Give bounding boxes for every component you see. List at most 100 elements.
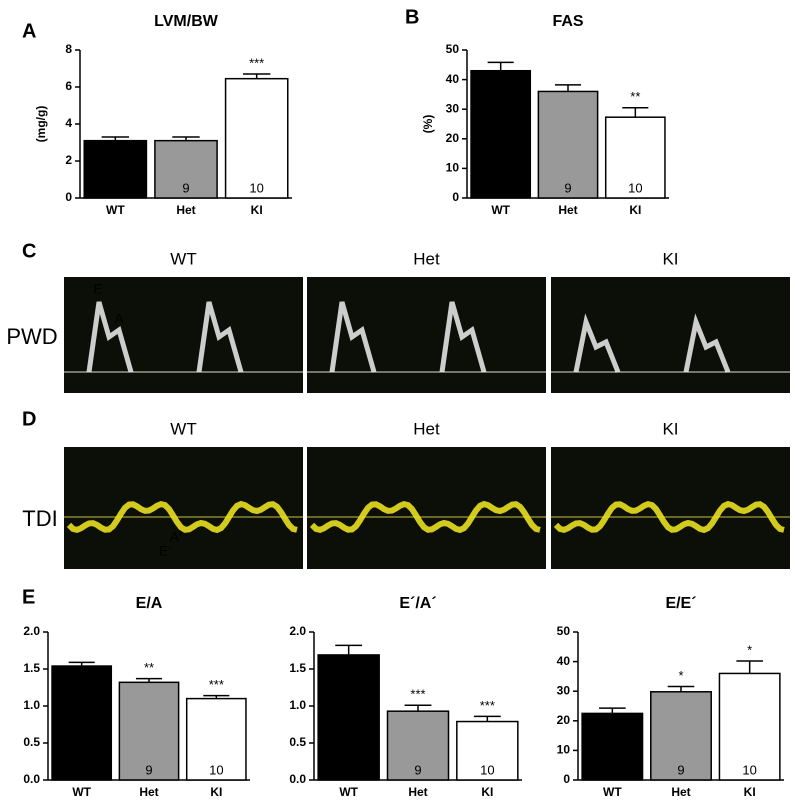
x-tick-label: KI [251, 203, 263, 217]
chart-title: E/E´ [665, 595, 696, 612]
n-label: 9 [609, 762, 616, 777]
x-tick-label: Het [671, 785, 690, 799]
bar [185, 697, 247, 781]
x-tick-label: Het [408, 785, 427, 799]
panel-letter: E [22, 586, 35, 608]
bar [317, 654, 380, 781]
peak-label: E‘ [159, 543, 171, 559]
error-bar [554, 84, 582, 92]
bar [604, 116, 666, 199]
x-tick-label: Het [558, 203, 577, 217]
y-tick-label: 2 [65, 153, 72, 167]
column-label: WT [170, 249, 196, 268]
error-bar [622, 106, 649, 118]
y-tick-label: 0 [452, 190, 459, 204]
panel-letter: A [22, 20, 36, 42]
panel-letter: D [22, 408, 36, 430]
n-label: 10 [480, 762, 494, 777]
n-label: 10 [742, 762, 756, 777]
chart-title: E´/A´ [399, 595, 436, 612]
x-tick-label: WT [106, 203, 125, 217]
significance: * [747, 642, 752, 657]
bar [224, 77, 289, 199]
row-label: PWD [6, 324, 57, 349]
error-bar [203, 694, 230, 699]
y-tick-label: 30 [557, 683, 571, 697]
y-axis-label: (mg/g) [34, 106, 48, 143]
y-tick-label: 0.0 [23, 772, 40, 786]
x-tick-label: WT [339, 785, 358, 799]
y-tick-label: 0 [563, 772, 570, 786]
peak-label: A [114, 311, 124, 327]
error-bar [667, 685, 695, 692]
n-label: 9 [78, 762, 85, 777]
n-label: 10 [249, 180, 263, 195]
column-label: Het [413, 249, 440, 268]
tissue-wave [309, 500, 541, 534]
significance: *** [209, 677, 224, 692]
error-bar [242, 73, 271, 79]
peak-label: E [93, 281, 102, 297]
error-bar [487, 61, 514, 71]
error-bar [736, 660, 763, 674]
error-bar [101, 136, 130, 141]
peak-label: A‘ [170, 529, 182, 545]
y-tick-label: 2.0 [23, 624, 40, 638]
error-bar [135, 677, 163, 683]
y-tick-label: 50 [557, 624, 571, 638]
significance: *** [249, 55, 264, 70]
column-label: KI [662, 249, 678, 268]
column-label: KI [662, 419, 678, 438]
x-tick-label: Het [176, 203, 195, 217]
y-tick-label: 1.5 [289, 661, 306, 675]
error-bar [473, 715, 501, 722]
x-tick-label: WT [72, 785, 91, 799]
y-tick-label: 6 [65, 79, 72, 93]
bar [51, 665, 113, 781]
bar [386, 710, 450, 781]
panel-letter: C [22, 240, 36, 262]
column-label: Het [413, 419, 440, 438]
significance: *** [480, 698, 495, 713]
x-tick-label: KI [744, 785, 756, 799]
x-tick-label: WT [603, 785, 622, 799]
y-tick-label: 50 [446, 42, 460, 56]
y-axis-label: (%) [421, 115, 435, 134]
error-bar [68, 661, 95, 667]
x-tick-label: WT [491, 203, 510, 217]
n-label: 9 [112, 180, 119, 195]
y-tick-label: 1.5 [23, 661, 40, 675]
significance: *** [410, 687, 425, 702]
y-tick-label: 20 [446, 131, 460, 145]
y-tick-label: 1.0 [23, 698, 40, 712]
bar [718, 672, 781, 781]
n-label: 9 [145, 762, 152, 777]
error-bar [599, 707, 626, 714]
y-tick-label: 40 [446, 72, 460, 86]
n-label: 9 [182, 180, 189, 195]
n-label: 9 [564, 180, 571, 195]
bar [118, 681, 180, 781]
y-tick-label: 1.0 [289, 698, 306, 712]
chart-title: E/A [136, 595, 163, 612]
tissue-wave [66, 500, 298, 534]
echo-image [64, 277, 303, 393]
y-tick-label: 20 [557, 713, 571, 727]
error-bar [404, 704, 432, 712]
doppler-wave [86, 301, 244, 373]
n-label: 9 [414, 762, 421, 777]
row-label: TDI [22, 506, 57, 531]
error-bar [172, 136, 200, 141]
y-tick-label: 0.5 [289, 735, 306, 749]
x-tick-label: KI [481, 785, 493, 799]
significance: ** [144, 660, 154, 675]
error-bar [335, 644, 363, 655]
tissue-wave [553, 500, 785, 534]
chart-title: LVM/BW [154, 13, 219, 30]
bar [470, 69, 532, 199]
column-label: WT [170, 419, 196, 438]
x-tick-label: KI [629, 203, 641, 217]
y-tick-label: 0.5 [23, 735, 40, 749]
y-tick-label: 10 [446, 161, 460, 175]
